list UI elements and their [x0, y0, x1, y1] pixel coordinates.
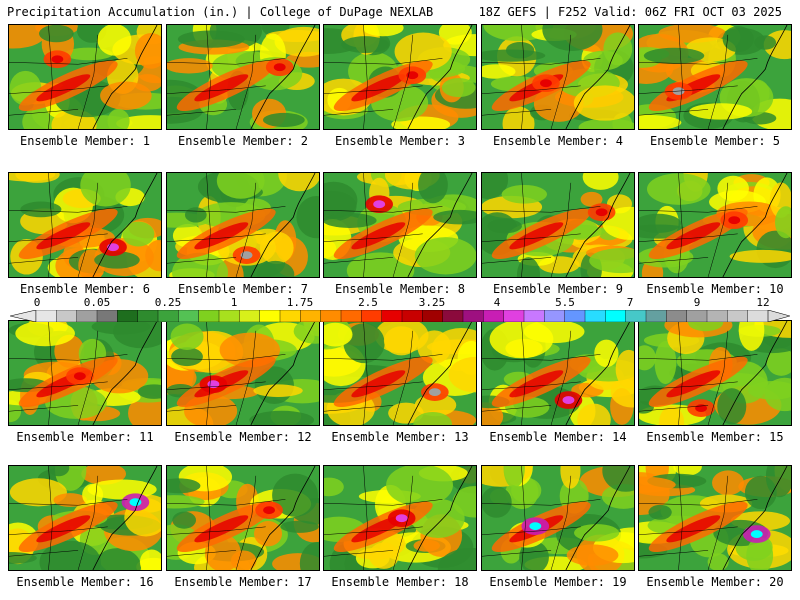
colorbar-swatch — [645, 309, 667, 323]
colorbar-swatch — [259, 309, 281, 323]
colorbar-tick-label: 0 — [33, 296, 41, 309]
ensemble-member-label: Ensemble Member: 7 — [177, 282, 309, 296]
ensemble-member-label: Ensemble Member: 8 — [334, 282, 466, 296]
ensemble-member-label: Ensemble Member: 18 — [331, 575, 469, 589]
colorbar-swatch — [35, 309, 57, 323]
ensemble-member-label: Ensemble Member: 13 — [331, 430, 469, 444]
ensemble-member-map — [481, 465, 635, 571]
ensemble-member-label: Ensemble Member: 16 — [16, 575, 154, 589]
ensemble-member-label: Ensemble Member: 11 — [16, 430, 154, 444]
ensemble-member-map — [8, 320, 162, 426]
run-valid-time: 18Z GEFS | F252 Valid: 06Z FRI OCT 03 20… — [478, 5, 782, 19]
ensemble-member-map — [8, 24, 162, 130]
colorbar-swatch — [422, 309, 444, 323]
colorbar-swatch — [747, 309, 769, 323]
colorbar-tick-label: 1 — [230, 296, 238, 309]
colorbar-swatch — [56, 309, 78, 323]
ensemble-member-map — [638, 320, 792, 426]
ensemble-member-map — [166, 320, 320, 426]
colorbar-swatch — [727, 309, 749, 323]
colorbar-swatch — [503, 309, 525, 323]
ensemble-member-label: Ensemble Member: 3 — [334, 134, 466, 148]
colorbar-swatch — [666, 309, 688, 323]
ensemble-member-label: Ensemble Member: 9 — [492, 282, 624, 296]
colorbar-tick-label: 0.05 — [83, 296, 111, 309]
colorbar-swatch — [442, 309, 464, 323]
ensemble-member-label: Ensemble Member: 14 — [489, 430, 627, 444]
ensemble-member-label: Ensemble Member: 20 — [646, 575, 784, 589]
colorbar-swatch — [605, 309, 627, 323]
colorbar-swatch — [564, 309, 586, 323]
colorbar-tick-label: 12 — [756, 296, 770, 309]
ensemble-member-label: Ensemble Member: 15 — [646, 430, 784, 444]
colorbar-swatch — [178, 309, 200, 323]
colorbar-swatch — [117, 309, 139, 323]
colorbar-swatch — [76, 309, 98, 323]
colorbar-swatch — [401, 309, 423, 323]
ensemble-member-map — [638, 465, 792, 571]
colorbar-swatch — [483, 309, 505, 323]
colorbar-swatch — [279, 309, 301, 323]
colorbar-tick-label: 4 — [493, 296, 501, 309]
ensemble-member-map — [166, 24, 320, 130]
ensemble-member-map — [323, 24, 477, 130]
map-title: Precipitation Accumulation (in.) | Colle… — [7, 5, 434, 19]
ensemble-member-map — [323, 320, 477, 426]
ensemble-member-map — [8, 465, 162, 571]
ensemble-member-label: Ensemble Member: 1 — [19, 134, 151, 148]
colorbar-swatch — [625, 309, 647, 323]
ensemble-member-label: Ensemble Member: 6 — [19, 282, 151, 296]
precipitation-colorbar — [9, 307, 792, 323]
colorbar-swatch — [523, 309, 545, 323]
colorbar-swatch — [320, 309, 342, 323]
ensemble-member-map — [481, 320, 635, 426]
ensemble-member-label: Ensemble Member: 4 — [492, 134, 624, 148]
ensemble-member-map — [166, 465, 320, 571]
colorbar-swatch — [96, 309, 118, 323]
ensemble-member-map — [166, 172, 320, 278]
colorbar-tick-label: 2.5 — [358, 296, 378, 309]
colorbar-tick-label: 5.5 — [555, 296, 575, 309]
colorbar-swatch — [218, 309, 240, 323]
colorbar-swatch — [239, 309, 261, 323]
colorbar-swatch — [584, 309, 606, 323]
ensemble-member-map — [8, 172, 162, 278]
ensemble-member-map — [323, 465, 477, 571]
colorbar-swatch — [157, 309, 179, 323]
colorbar-tick-label: 7 — [626, 296, 634, 309]
colorbar-swatch — [300, 309, 322, 323]
ensemble-member-map — [481, 172, 635, 278]
colorbar-tick-label: 3.25 — [418, 296, 446, 309]
colorbar-swatch — [462, 309, 484, 323]
colorbar-tick-label: 9 — [693, 296, 701, 309]
colorbar-swatch — [686, 309, 708, 323]
ensemble-member-map — [638, 172, 792, 278]
colorbar-swatch — [361, 309, 383, 323]
ensemble-member-label: Ensemble Member: 19 — [489, 575, 627, 589]
ensemble-member-label: Ensemble Member: 12 — [174, 430, 312, 444]
ensemble-member-map — [638, 24, 792, 130]
colorbar-tick-label: 0.25 — [154, 296, 182, 309]
ensemble-member-label: Ensemble Member: 2 — [177, 134, 309, 148]
colorbar-swatch — [381, 309, 403, 323]
colorbar-swatch — [706, 309, 728, 323]
colorbar-swatch — [544, 309, 566, 323]
ensemble-member-map — [323, 172, 477, 278]
ensemble-member-label: Ensemble Member: 17 — [174, 575, 312, 589]
colorbar-tick-label: 1.75 — [286, 296, 314, 309]
colorbar-swatch — [198, 309, 220, 323]
ensemble-member-label: Ensemble Member: 10 — [646, 282, 784, 296]
colorbar-swatch — [340, 309, 362, 323]
colorbar-swatch — [137, 309, 159, 323]
ensemble-member-label: Ensemble Member: 5 — [649, 134, 781, 148]
ensemble-member-map — [481, 24, 635, 130]
